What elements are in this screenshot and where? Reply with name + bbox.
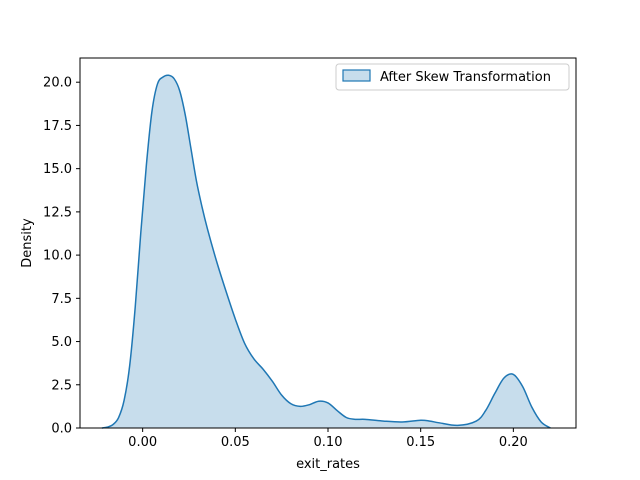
x-tick-label: 0.00 — [128, 435, 157, 450]
y-tick-label: 12.5 — [43, 205, 72, 220]
legend-box — [335, 63, 570, 91]
y-tick-label: 20.0 — [43, 76, 72, 91]
y-tick-label: 5.0 — [51, 335, 72, 350]
legend: After Skew Transformation — [335, 63, 570, 91]
y-tick-label: 0.0 — [51, 422, 72, 437]
y-tick-label: 2.5 — [51, 378, 72, 393]
y-tick-label: 10.0 — [43, 249, 72, 264]
x-tick-label: 0.05 — [221, 435, 250, 450]
y-tick-label: 15.0 — [43, 162, 72, 177]
y-tick-label: 7.5 — [51, 292, 72, 307]
x-tick-label: 0.20 — [499, 435, 528, 450]
axes: 0.00 0.05 0.10 0.15 0.20 0.0 2.5 5.0 7.5 10.0 12.5… — [20, 57, 577, 472]
x-tick-label: 0.10 — [314, 435, 343, 450]
plot-area — [101, 74, 551, 429]
density-line-series-0 — [101, 74, 551, 429]
density-area-series-0 — [101, 75, 551, 428]
x-axis-label: exit_rates — [296, 457, 360, 472]
legend-swatch — [342, 69, 371, 82]
x-tick-label: 0.15 — [406, 435, 435, 450]
y-axis-label: Density — [20, 218, 35, 268]
legend-label: After Skew Transformation — [380, 70, 551, 85]
y-tick-label: 17.5 — [43, 119, 72, 134]
